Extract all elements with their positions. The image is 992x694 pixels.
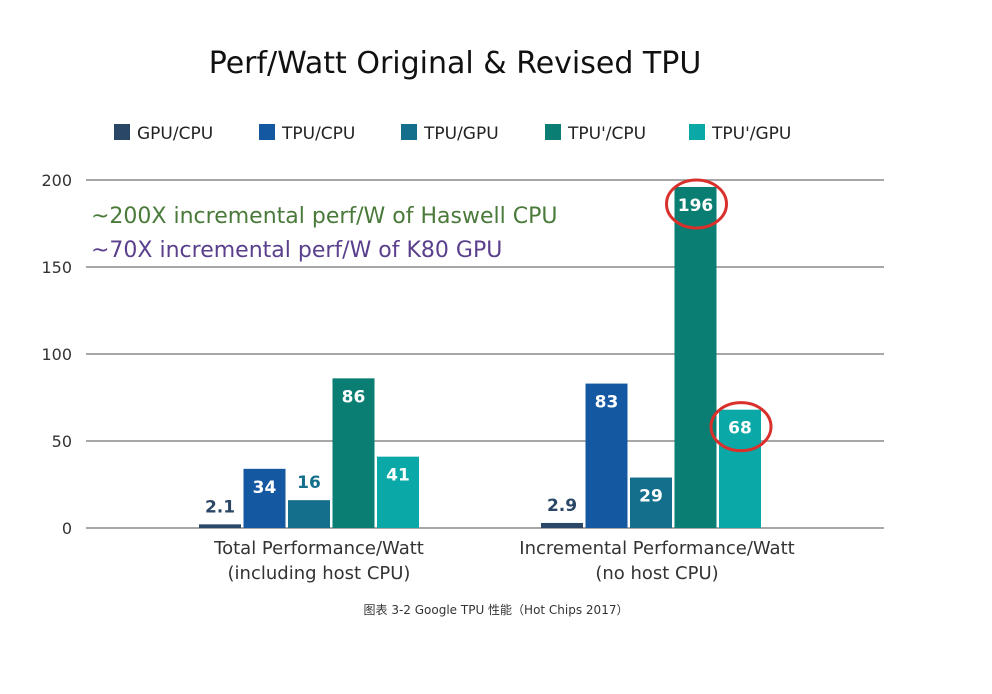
annotation-1: ~200X incremental perf/W of Haswell CPU (91, 204, 557, 229)
figure-caption: 图表 3-2 Google TPU 性能（Hot Chips 2017） (363, 603, 629, 617)
bar-3-group-2 (630, 477, 672, 528)
legend-label-5: TPU'/GPU (711, 124, 791, 144)
legend-label-3: TPU/GPU (423, 124, 499, 144)
bar-5-group-2 (719, 409, 761, 528)
legend-label-2: TPU/CPU (281, 124, 355, 144)
annotation-2: ~70X incremental perf/W of K80 GPU (91, 238, 502, 263)
highlight-circle-1 (665, 178, 728, 230)
legend-swatch-3 (401, 124, 417, 140)
chart-title: Perf/Watt Original & Revised TPU (209, 46, 702, 81)
bar-2-group-1 (243, 468, 286, 528)
legend-label-1: GPU/CPU (137, 124, 213, 144)
y-tick-label-150: 150 (41, 258, 72, 277)
data-label-5-group-2: 68 (728, 419, 752, 439)
y-tick-label-0: 0 (62, 519, 72, 538)
data-label-1-group-2: 2.9 (547, 496, 577, 516)
data-label-4-group-1: 86 (342, 387, 366, 407)
data-label-1-group-1: 2.1 (205, 497, 235, 517)
category-label-2-line-1: Incremental Performance/Watt (519, 538, 794, 559)
legend-swatch-2 (259, 124, 275, 140)
y-tick-label-100: 100 (41, 345, 72, 364)
legend-label-4: TPU'/CPU (567, 124, 646, 144)
data-label-3-group-2: 29 (639, 487, 663, 507)
highlight-circle-2 (709, 401, 773, 453)
bar-3-group-1 (288, 500, 330, 528)
data-label-2-group-2: 83 (595, 393, 619, 413)
data-label-3-group-1: 16 (297, 473, 321, 493)
bar-4-group-2 (674, 186, 717, 528)
bar-2-group-2 (585, 383, 628, 528)
legend-swatch-5 (689, 124, 705, 140)
category-label-1-line-1: Total Performance/Watt (213, 538, 424, 559)
bar-1-group-1 (199, 524, 241, 528)
bar-5-group-1 (377, 456, 419, 528)
bar-1-group-2 (541, 522, 583, 528)
legend-swatch-4 (545, 124, 561, 140)
category-label-2-line-2: (no host CPU) (595, 563, 718, 584)
y-tick-label-50: 50 (52, 432, 72, 451)
data-label-4-group-2: 196 (678, 196, 714, 216)
bar-4-group-1 (332, 378, 375, 528)
legend-swatch-1 (114, 124, 130, 140)
data-label-2-group-1: 34 (253, 478, 277, 498)
y-tick-label-200: 200 (41, 171, 72, 190)
data-label-5-group-1: 41 (386, 466, 410, 486)
category-label-1-line-2: (including host CPU) (228, 563, 411, 584)
